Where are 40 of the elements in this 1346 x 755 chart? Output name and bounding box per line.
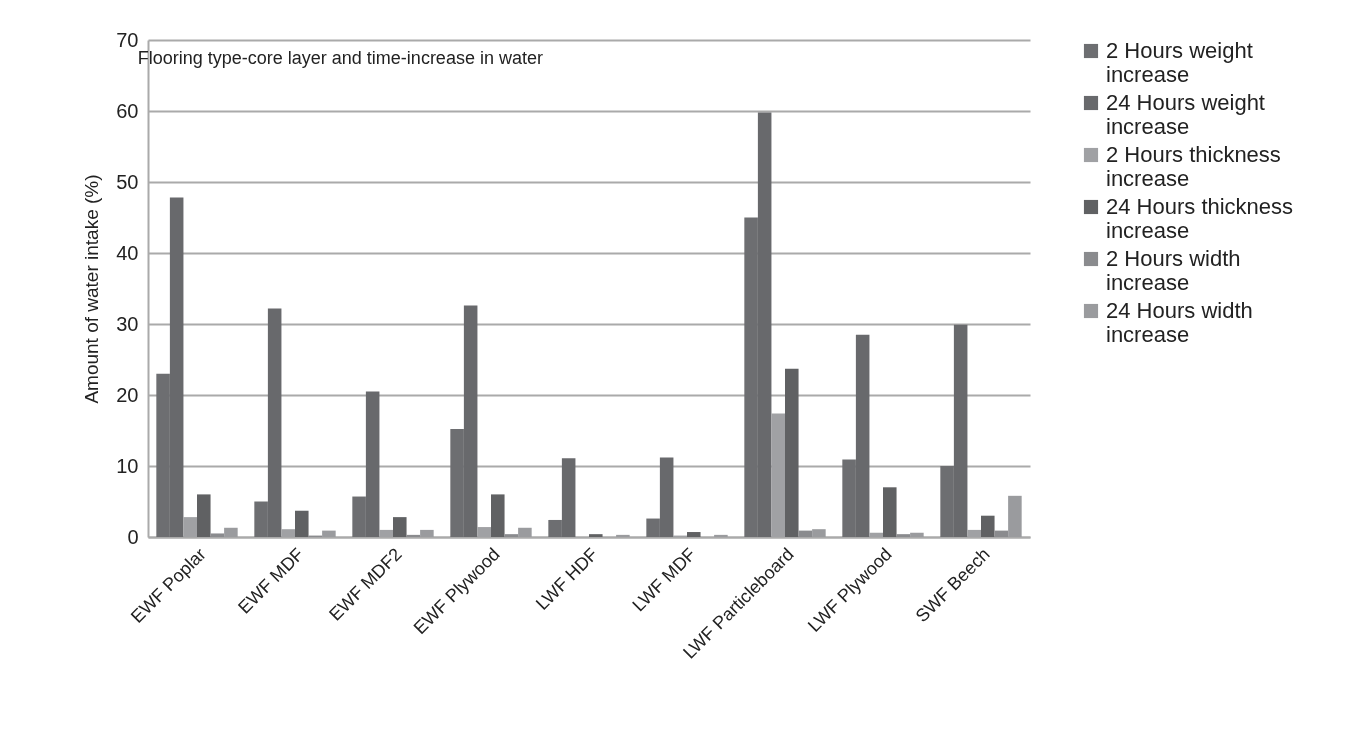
bar xyxy=(798,530,813,537)
bar xyxy=(491,494,505,537)
bar xyxy=(896,534,911,537)
bar xyxy=(1008,495,1022,537)
legend-label: 2 Hours width increase xyxy=(1106,246,1241,295)
y-tick-label: 50 xyxy=(116,170,139,193)
y-tick-label: 60 xyxy=(116,99,139,122)
bar xyxy=(687,532,701,537)
y-tick-label: 10 xyxy=(116,454,139,477)
bar xyxy=(518,527,532,537)
legend-label: 24 Hours width increase xyxy=(1106,298,1253,347)
bar xyxy=(210,533,225,537)
legend-label: 24 Hours weight increase xyxy=(1106,90,1265,139)
bar xyxy=(406,534,421,537)
bar xyxy=(295,510,309,537)
bar xyxy=(910,532,924,537)
y-axis-title: Amount of water intake (%) xyxy=(81,174,103,404)
bar xyxy=(785,368,799,537)
y-tick-label: 0 xyxy=(127,525,139,548)
y-tick-label: 30 xyxy=(116,312,139,335)
bar xyxy=(812,529,826,537)
bar xyxy=(504,534,519,537)
legend-label: 24 Hours thickness increase xyxy=(1106,194,1294,243)
bar xyxy=(197,494,211,537)
legend-label: 2 Hours weight increase xyxy=(1106,38,1253,87)
y-tick-label: 20 xyxy=(116,383,139,406)
chart-title: Flooring type-core layer and time-increase in water xyxy=(137,48,543,68)
bar xyxy=(994,530,1009,537)
bar xyxy=(420,529,434,537)
bar xyxy=(616,534,630,537)
bar xyxy=(714,534,728,537)
bar xyxy=(981,515,995,537)
legend-label: 2 Hours thickness increase xyxy=(1106,142,1281,191)
bar xyxy=(322,530,336,537)
bar xyxy=(883,487,897,537)
y-tick-label: 70 xyxy=(116,28,139,51)
bar xyxy=(224,527,238,537)
bar xyxy=(393,517,407,537)
y-tick-label: 40 xyxy=(116,241,139,264)
bar xyxy=(589,534,603,537)
